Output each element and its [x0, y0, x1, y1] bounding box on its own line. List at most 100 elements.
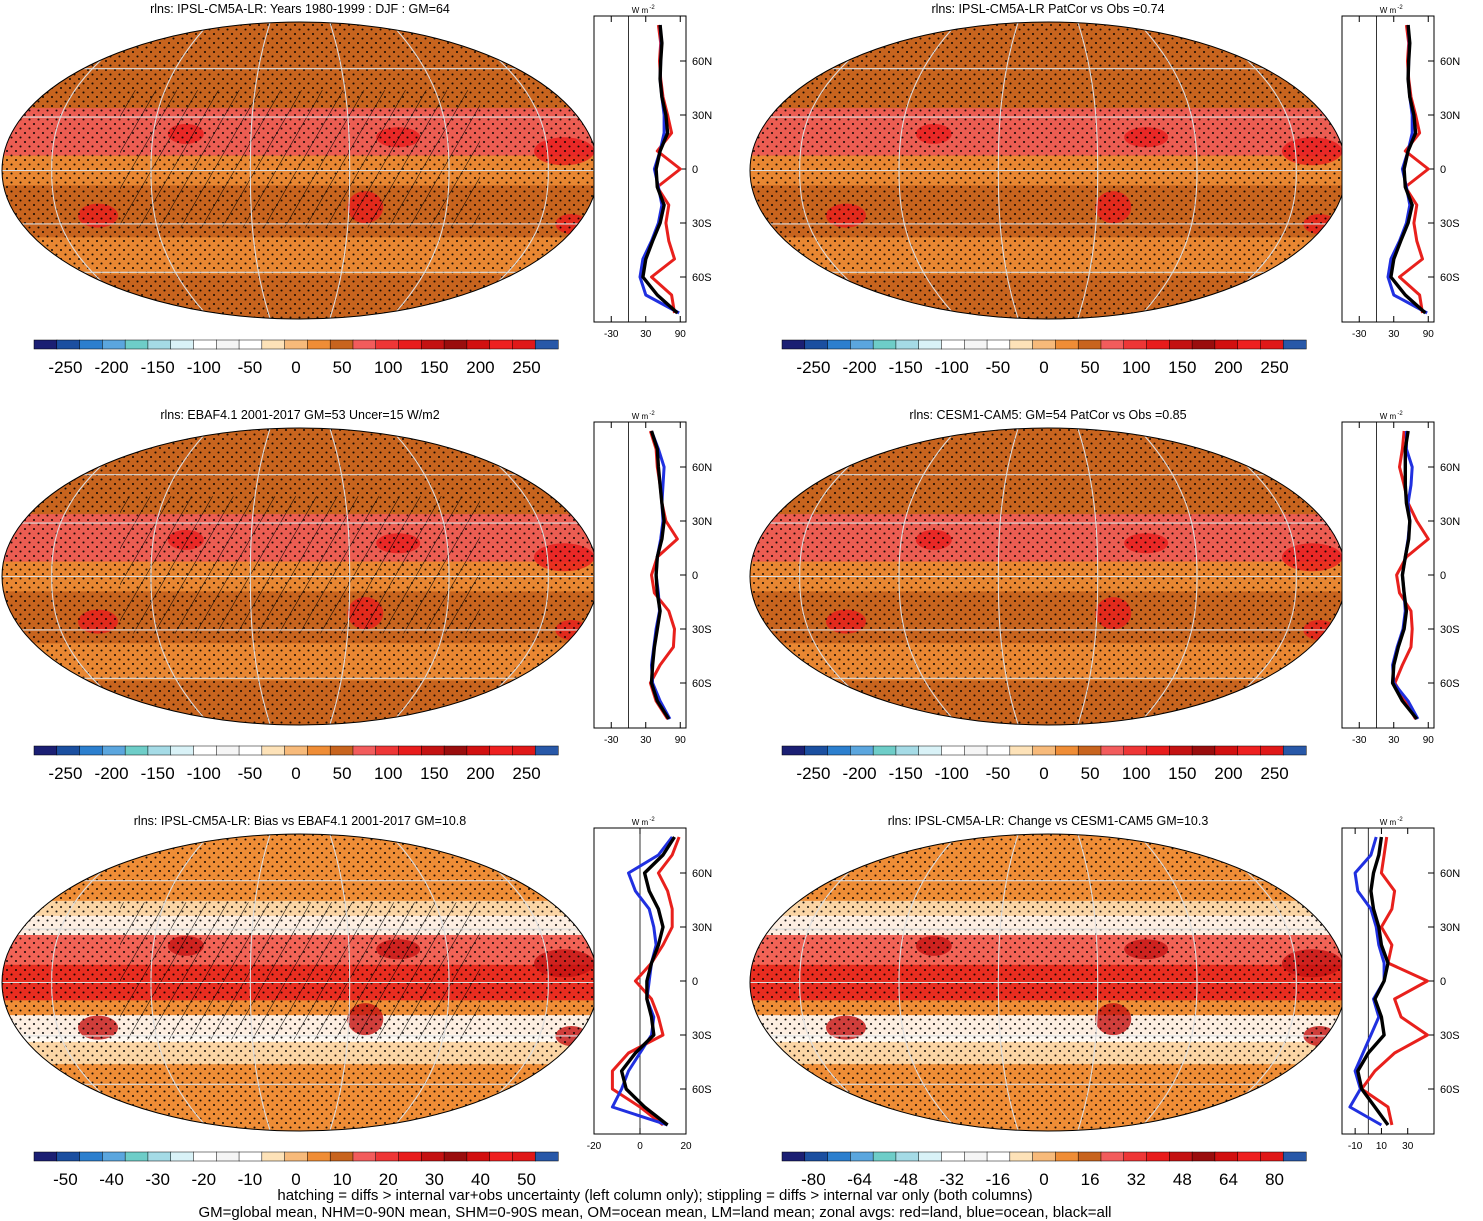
zonal-x-tick-label: 30	[1402, 1141, 1414, 1152]
colorbar-tick-label: 100	[374, 358, 402, 377]
zonal-x-tick-label: -20	[587, 1141, 602, 1152]
colorbar-tick-label: -50	[986, 764, 1011, 783]
zonal-y-tick-label: 60S	[692, 678, 712, 690]
colorbar: -250 -200 -150 -100 -50 0 50 100 150 200 250	[781, 745, 1307, 783]
colorbar-tick-label: 16	[1081, 1170, 1100, 1189]
colorbar-tick-label: -32	[939, 1170, 964, 1189]
colorbar-tick-label: -250	[796, 358, 830, 377]
zonal-x-tick-label: -30	[604, 329, 619, 340]
colorbar-tick-label: 100	[1122, 764, 1150, 783]
zonal-x-tick-label: 30	[640, 735, 652, 746]
colorbar-tick-label: 200	[466, 764, 494, 783]
zonal-all-line	[1390, 430, 1419, 721]
colorbar-tick-label: -200	[95, 358, 129, 377]
zonal-y-tick-label: 30N	[692, 110, 712, 122]
map-field	[750, 22, 1346, 319]
map-title: rlns: IPSL-CM5A-LR: Change vs CESM1-CAM5…	[888, 814, 1209, 828]
zonal-land-line	[610, 836, 681, 1127]
colorbar-tick-label: 0	[1039, 358, 1048, 377]
zonal-y-tick-label: 0	[692, 976, 698, 988]
colorbar-tick-label: 250	[1260, 358, 1288, 377]
panel-2: rlns: IPSL-CM5A-LR PatCor vs Obs =0.74 -2…	[749, 2, 1460, 377]
colorbar-tick-label: 50	[333, 358, 352, 377]
colorbar-tick-label: 50	[333, 764, 352, 783]
colorbar-tick-label: 10	[333, 1170, 352, 1189]
colorbar-tick-label: -250	[48, 764, 82, 783]
zonal-unit-label: W m	[1380, 6, 1397, 15]
zonal-x-tick-label: 30	[1388, 329, 1400, 340]
colorbar-tick-label: -150	[141, 358, 175, 377]
panel-4: rlns: CESM1-CAM5: GM=54 PatCor vs Obs =0…	[749, 408, 1460, 783]
zonal-all-line	[1356, 836, 1390, 1127]
colorbar: -250 -200 -150 -100 -50 0 50 100 150 200 250	[33, 339, 559, 377]
map-title: rlns: IPSL-CM5A-LR: Bias vs EBAF4.1 2001…	[134, 814, 466, 828]
panel-3: rlns: EBAF4.1 2001-2017 GM=53 Uncer=15 W…	[1, 408, 712, 783]
zonal-unit-label: W m	[1380, 412, 1397, 421]
zonal-profile: W m -2 -30 30 90 60N 30N 0 30S 60S	[1341, 411, 1460, 746]
zonal-x-tick-label: -30	[1352, 329, 1367, 340]
map-title: rlns: EBAF4.1 2001-2017 GM=53 Uncer=15 W…	[160, 408, 439, 422]
map-field	[2, 22, 598, 319]
zonal-all-line	[619, 836, 676, 1127]
map-field	[750, 428, 1346, 725]
colorbar-tick-label: -100	[187, 764, 221, 783]
zonal-y-tick-label: 0	[1440, 570, 1446, 582]
colorbar-tick-label: -100	[935, 764, 969, 783]
zonal-profile: W m -2 -30 30 90 60N 30N 0 30S 60S	[593, 411, 712, 746]
colorbar-tick-label: 50	[1081, 358, 1100, 377]
zonal-x-tick-label: 90	[675, 735, 687, 746]
colorbar-tick-label: 100	[1122, 358, 1150, 377]
colorbar-tick-label: 0	[291, 358, 300, 377]
zonal-profile: W m -2 -10 10 30 60N 30N 0 30S 60S	[1341, 817, 1460, 1152]
map-field	[2, 834, 598, 1131]
colorbar-tick-label: -200	[843, 358, 877, 377]
zonal-y-tick-label: 60S	[1440, 272, 1460, 284]
zonal-x-tick-label: 10	[1376, 1141, 1388, 1152]
map-title: rlns: IPSL-CM5A-LR: Years 1980-1999 : DJ…	[150, 2, 450, 16]
colorbar-tick-label: 20	[379, 1170, 398, 1189]
zonal-unit-exponent: -2	[1397, 5, 1403, 11]
zonal-y-tick-label: 30N	[1440, 922, 1460, 934]
zonal-all-line	[1389, 24, 1427, 315]
colorbar-tick-label: -30	[145, 1170, 170, 1189]
zonal-x-tick-label: 90	[1423, 735, 1435, 746]
colorbar-tick-label: 200	[1214, 764, 1242, 783]
colorbar-tick-label: -48	[893, 1170, 918, 1189]
zonal-x-tick-label: 20	[680, 1141, 692, 1152]
zonal-x-tick-label: 0	[637, 1141, 643, 1152]
colorbar-tick-label: -20	[191, 1170, 216, 1189]
zonal-x-tick-label: -10	[1348, 1141, 1363, 1152]
colorbar: -250 -200 -150 -100 -50 0 50 100 150 200 250	[781, 339, 1307, 377]
colorbar-tick-label: 150	[1168, 358, 1196, 377]
zonal-y-tick-label: 30N	[692, 516, 712, 528]
footer-abbreviations-note: GM=global mean, NHM=0-90N mean, SHM=0-90…	[198, 1204, 1112, 1221]
colorbar-tick-label: 40	[471, 1170, 490, 1189]
zonal-y-tick-label: 60S	[1440, 678, 1460, 690]
zonal-all-line	[641, 24, 679, 315]
zonal-unit-label: W m	[1380, 818, 1397, 827]
colorbar-tick-label: 50	[517, 1170, 536, 1189]
zonal-y-tick-label: 30N	[692, 922, 712, 934]
zonal-profile: W m -2 -30 30 90 60N 30N 0 30S 60S	[593, 5, 712, 340]
panel-6: rlns: IPSL-CM5A-LR: Change vs CESM1-CAM5…	[749, 814, 1460, 1189]
zonal-x-tick-label: 30	[1388, 735, 1400, 746]
zonal-y-tick-label: 60S	[692, 1084, 712, 1096]
colorbar-tick-label: -10	[238, 1170, 263, 1189]
colorbar-tick-label: -40	[99, 1170, 124, 1189]
zonal-x-tick-label: 90	[675, 329, 687, 340]
zonal-y-tick-label: 60N	[1440, 56, 1460, 68]
zonal-y-tick-label: 60S	[692, 272, 712, 284]
colorbar-tick-label: -150	[141, 764, 175, 783]
colorbar: -80 -64 -48 -32 -16 0 16 32 48 64 80	[781, 1151, 1307, 1189]
colorbar-tick-label: -200	[95, 764, 129, 783]
colorbar-tick-label: -100	[187, 358, 221, 377]
colorbar-tick-label: -150	[889, 358, 923, 377]
colorbar-tick-label: -16	[986, 1170, 1011, 1189]
colorbar-tick-label: 200	[1214, 358, 1242, 377]
colorbar-tick-label: -50	[986, 358, 1011, 377]
zonal-x-tick-label: 90	[1423, 329, 1435, 340]
colorbar-tick-label: -250	[48, 358, 82, 377]
colorbar-tick-label: 150	[420, 358, 448, 377]
zonal-unit-exponent: -2	[1397, 411, 1403, 417]
